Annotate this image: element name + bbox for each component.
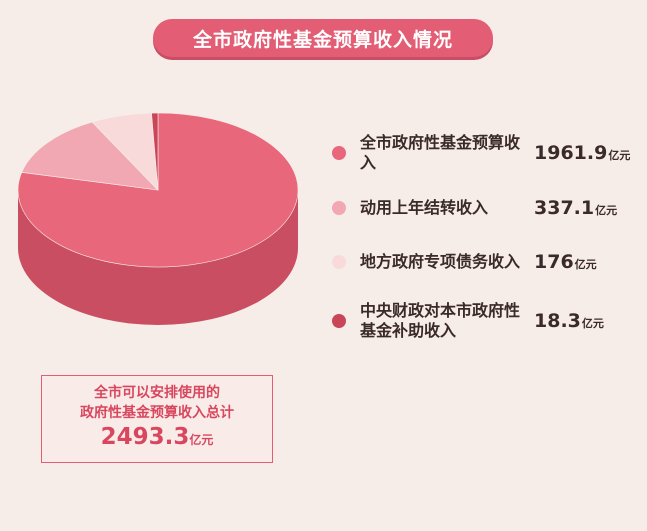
pie-side-group	[18, 190, 298, 325]
legend-unit: 亿元	[574, 258, 597, 271]
legend-label: 全市政府性基金预算收入	[360, 133, 521, 172]
pie-slice-1	[21, 121, 159, 191]
legend-label: 动用上年结转收入	[360, 198, 489, 217]
legend-item: 动用上年结转收入 337.1亿元	[332, 183, 632, 233]
legend-dot-0	[332, 146, 346, 160]
total-value: 2493.3亿元	[42, 424, 272, 450]
legend-unit: 亿元	[608, 149, 631, 162]
total-label-line1: 全市可以安排使用的	[94, 385, 220, 401]
legend-value-number: 176	[534, 251, 574, 273]
legend-value: 176亿元	[534, 251, 597, 273]
chart-title: 全市政府性基金预算收入情况	[153, 19, 493, 57]
pie-top-group	[17, 112, 299, 268]
legend-dot-3	[332, 314, 346, 328]
legend-value-number: 1961.9	[534, 142, 608, 164]
total-value-number: 2493.3	[100, 424, 190, 450]
legend-value: 337.1亿元	[534, 197, 617, 219]
total-box: 全市可以安排使用的 政府性基金预算收入总计 2493.3亿元	[41, 375, 273, 463]
legend-item: 中央财政对本市政府性基金补助收入 18.3亿元	[332, 296, 632, 346]
legend-dot-1	[332, 201, 346, 215]
legend-dot-2	[332, 255, 346, 269]
legend-value: 18.3亿元	[534, 310, 604, 332]
legend-item: 全市政府性基金预算收入 1961.9亿元	[332, 128, 632, 178]
legend-label: 中央财政对本市政府性基金补助收入	[360, 301, 521, 340]
legend-value: 1961.9亿元	[534, 142, 630, 164]
total-label-line2: 政府性基金预算收入总计	[80, 405, 234, 421]
total-unit: 亿元	[189, 433, 214, 447]
legend-item: 地方政府专项债务收入 176亿元	[332, 237, 632, 287]
legend-unit: 亿元	[595, 204, 618, 217]
legend-value-number: 18.3	[534, 310, 581, 332]
pie-side-0	[18, 190, 298, 325]
legend-value-number: 337.1	[534, 197, 595, 219]
legend-unit: 亿元	[581, 317, 604, 330]
legend-label: 地方政府专项债务收入	[360, 252, 521, 271]
pie-slice-3	[151, 112, 159, 191]
